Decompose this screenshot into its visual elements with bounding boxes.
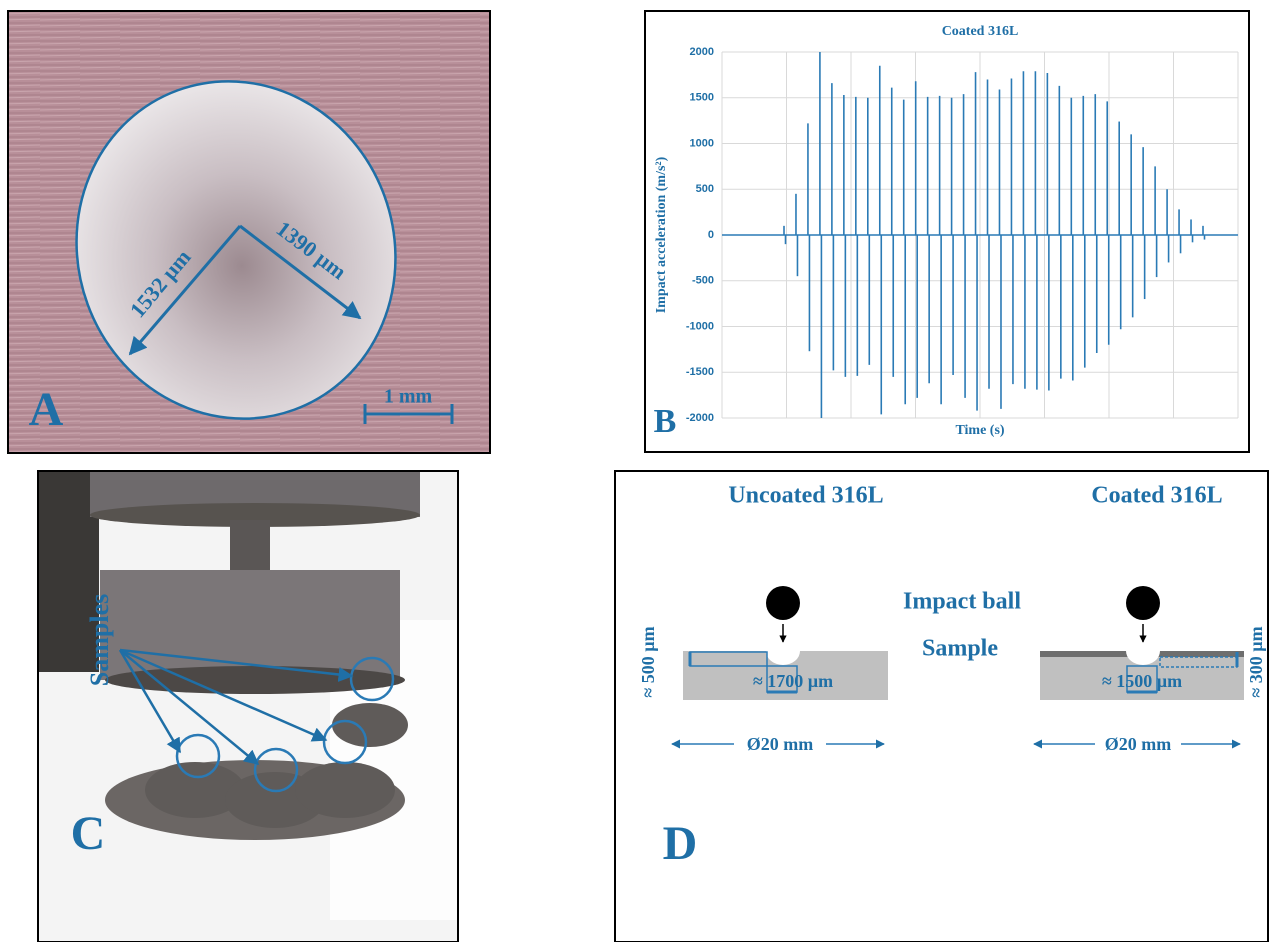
y-tick-label: 1000 <box>690 137 714 149</box>
panel-title: Coated 316L <box>1091 483 1222 509</box>
gear <box>332 703 408 747</box>
y-tick-label: -2000 <box>686 412 714 424</box>
x-axis-label: Time (s) <box>955 423 1004 438</box>
y-tick-label: -1000 <box>686 320 714 332</box>
gear <box>295 762 395 818</box>
y-tick-label: -500 <box>692 275 714 287</box>
chart-title: Coated 316L <box>942 24 1019 39</box>
panel-d: Uncoated 316L Coated 316L Impact ball Sa… <box>615 471 1268 942</box>
panel-title: Uncoated 316L <box>728 483 883 509</box>
width-label: ≈ 1700 µm <box>753 671 833 691</box>
diameter-label: Ø20 mm <box>1105 734 1172 754</box>
panel-label: D <box>663 817 698 870</box>
diameter-label: Ø20 mm <box>747 734 814 754</box>
panel-frame <box>615 471 1268 942</box>
panel-label: B <box>654 403 677 440</box>
scale-label: 1 mm <box>384 386 433 408</box>
depth-label: ≈ 500 µm <box>638 626 658 697</box>
depth-label: ≈ 300 µm <box>1246 626 1266 697</box>
panel-a: 1532 µm 1390 µm 1 mm A <box>8 11 490 464</box>
y-axis-label: Impact acceleration (m/s²) <box>654 156 669 313</box>
width-label: ≈ 1500 µm <box>1102 671 1182 691</box>
plate <box>105 666 405 694</box>
y-tick-label: -1500 <box>686 366 714 378</box>
impact-ball <box>1126 586 1160 620</box>
chart-frame <box>645 11 1249 452</box>
panel-label: C <box>71 807 106 860</box>
annotation: Samples <box>85 594 114 686</box>
y-tick-label: 2000 <box>690 46 714 58</box>
panel-b: Coated 316L Impact acceleration (m/s²) T… <box>645 11 1249 452</box>
panel-c: Samples C <box>38 471 458 942</box>
y-tick-label: 500 <box>696 183 714 195</box>
y-tick-label: 1500 <box>690 92 714 104</box>
y-tick-label: 0 <box>708 229 714 241</box>
figure: 1532 µm 1390 µm 1 mm A Coated 316L Impac… <box>0 0 1275 942</box>
sample-label: Sample <box>922 636 998 662</box>
panel-label: A <box>29 383 64 436</box>
impact-ball-label: Impact ball <box>903 589 1021 615</box>
impact-ball <box>766 586 800 620</box>
